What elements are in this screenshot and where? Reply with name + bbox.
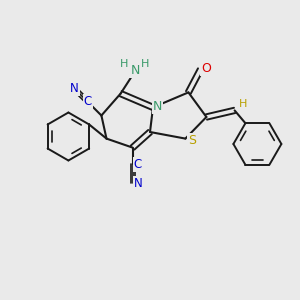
Text: H: H: [239, 99, 247, 109]
Text: H: H: [141, 58, 150, 69]
Text: N: N: [153, 100, 163, 113]
Text: N: N: [130, 64, 140, 77]
Text: S: S: [188, 134, 196, 147]
Text: C: C: [84, 95, 92, 108]
Text: N: N: [70, 82, 79, 95]
Text: C: C: [134, 158, 142, 171]
Text: N: N: [134, 177, 142, 190]
Text: O: O: [201, 61, 211, 75]
Text: H: H: [120, 58, 128, 69]
